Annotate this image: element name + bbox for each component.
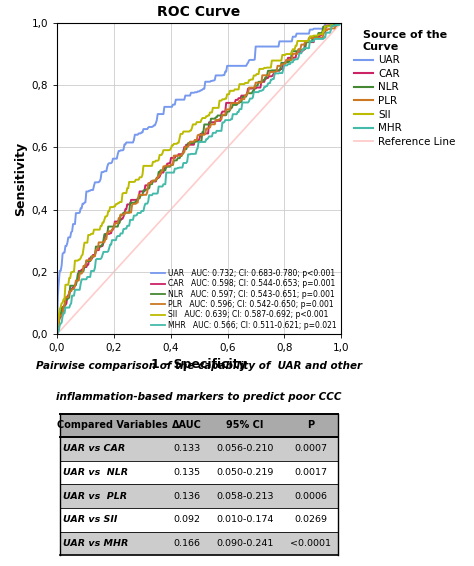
Y-axis label: Sensitivity: Sensitivity — [14, 142, 27, 216]
Text: 0.0017: 0.0017 — [294, 468, 327, 477]
Text: 0.166: 0.166 — [173, 539, 200, 548]
Bar — [60, 531, 338, 555]
Text: 0.0006: 0.0006 — [294, 492, 327, 501]
Text: 0.058-0.213: 0.058-0.213 — [216, 492, 274, 501]
Text: inflammation-based markers to predict poor CCC: inflammation-based markers to predict po… — [56, 392, 342, 402]
Text: P: P — [307, 421, 314, 430]
Text: UAR vs  NLR: UAR vs NLR — [63, 468, 128, 477]
Text: 0.092: 0.092 — [173, 515, 200, 524]
Bar — [60, 414, 338, 437]
Text: 0.010-0.174: 0.010-0.174 — [216, 515, 274, 524]
Text: 95% CI: 95% CI — [227, 421, 264, 430]
Text: UAR vs MHR: UAR vs MHR — [63, 539, 128, 548]
Text: Compared Variables: Compared Variables — [57, 421, 168, 430]
Text: 0.0007: 0.0007 — [294, 444, 327, 453]
Text: 0.133: 0.133 — [173, 444, 200, 453]
Text: UAR vs CAR: UAR vs CAR — [63, 444, 125, 453]
Bar — [60, 484, 338, 508]
Bar — [60, 437, 338, 461]
Text: 0.135: 0.135 — [173, 468, 200, 477]
Text: 0.056-0.210: 0.056-0.210 — [216, 444, 274, 453]
Text: Pairwise comparison of the capability of  UAR and other: Pairwise comparison of the capability of… — [36, 361, 362, 371]
Text: ΔAUC: ΔAUC — [172, 421, 201, 430]
Text: 0.0269: 0.0269 — [294, 515, 327, 524]
Title: ROC Curve: ROC Curve — [157, 5, 241, 19]
Legend: UAR, CAR, NLR, PLR, SII, MHR, Reference Line: UAR, CAR, NLR, PLR, SII, MHR, Reference … — [352, 28, 458, 149]
X-axis label: 1 - Specificity: 1 - Specificity — [151, 358, 247, 371]
Text: UAR vs  PLR: UAR vs PLR — [63, 492, 127, 501]
Text: 0.090-0.241: 0.090-0.241 — [216, 539, 274, 548]
Text: 0.050-0.219: 0.050-0.219 — [216, 468, 274, 477]
Text: 0.136: 0.136 — [173, 492, 200, 501]
Text: UAR vs SII: UAR vs SII — [63, 515, 117, 524]
Text: <0.0001: <0.0001 — [290, 539, 331, 548]
